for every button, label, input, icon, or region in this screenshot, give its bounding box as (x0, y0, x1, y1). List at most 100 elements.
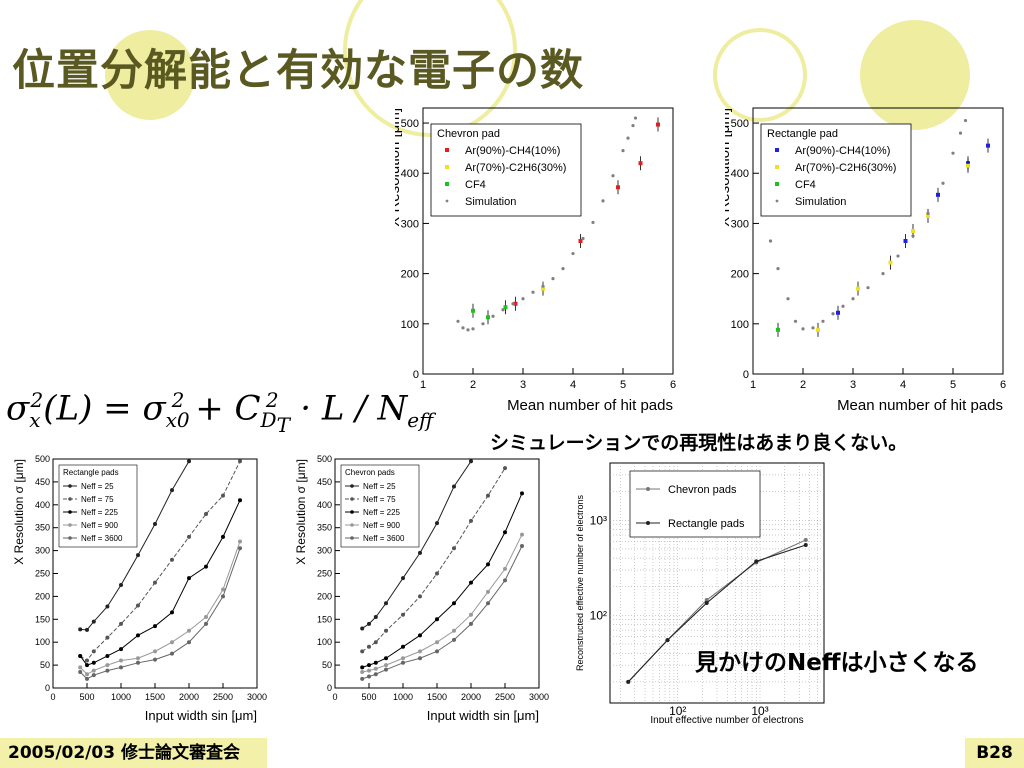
data-point (136, 660, 140, 665)
simulation-point (631, 123, 635, 128)
legend-marker (775, 199, 779, 203)
data-point (221, 594, 225, 599)
x-axis-label: Input width sin [μm] (427, 708, 539, 723)
data-point (373, 660, 378, 665)
y-tick-label: 100 (731, 319, 749, 331)
simulation-point (471, 327, 475, 331)
data-point (986, 143, 990, 148)
simulation-point (511, 302, 515, 306)
legend-marker (775, 165, 779, 169)
data-point (418, 594, 422, 599)
data-point (204, 621, 208, 626)
y-tick-label: 10² (590, 608, 607, 622)
data-point (856, 286, 860, 291)
series-line (79, 548, 241, 680)
data-point (367, 674, 371, 679)
legend-title: Chevron pad (437, 128, 500, 140)
data-point (435, 640, 439, 645)
simulation-point (633, 116, 638, 120)
simulation-point (801, 327, 805, 331)
y-axis-label: X Resolution [μm] (395, 108, 403, 227)
chart-rectangle-pads-width: 0 500 1000 1500 2000 2500 3000 0 50 100 150 200 250 3… (12, 454, 267, 723)
data-point (373, 666, 378, 671)
data-point (926, 213, 930, 218)
simulation-point (941, 181, 945, 185)
data-point (153, 649, 157, 654)
data-point (435, 649, 439, 654)
legend-title: Chevron pads (345, 468, 395, 477)
simulation-point (911, 234, 915, 238)
simulation-point (591, 220, 595, 225)
data-point (367, 644, 371, 649)
legend-entry: Neff = 225 (81, 508, 119, 517)
data-point (85, 658, 89, 663)
data-point (85, 672, 89, 677)
simulation-point (531, 290, 535, 294)
x-tick-label: 2000 (179, 692, 199, 702)
data-point (78, 627, 83, 632)
slide-title: 位置分解能と有効な電子の数 (12, 46, 584, 96)
data-point (367, 663, 371, 668)
data-point (91, 619, 96, 624)
y-axis-label: X Resolution [μm] (725, 108, 733, 227)
data-point (153, 657, 157, 662)
data-point (836, 310, 840, 315)
plot-frame (422, 107, 674, 375)
simulation-point (491, 314, 495, 318)
data-point (503, 530, 507, 535)
x-tick-label: 3000 (529, 692, 549, 702)
y-tick-label: 300 (35, 546, 50, 556)
y-tick-label: 500 (731, 118, 749, 130)
legend-entry: Neff = 3600 (81, 534, 123, 543)
x-axis-label: Input effective number of electrons (650, 715, 803, 723)
chart-chevron-pads-width: 0 500 1000 1500 2000 2500 3000 0 50 100 150 200 250 3… (294, 454, 549, 723)
y-tick-label: 200 (35, 591, 50, 601)
simulation-point (571, 251, 575, 256)
chart-rectangle-pad-resolution: 1 2 3 4 5 6 0 100 200 300 400 500 Mean number of hit… (725, 107, 1006, 414)
data-point (170, 610, 174, 615)
data-point (85, 627, 89, 632)
data-point (360, 626, 365, 631)
simulation-point (841, 304, 845, 308)
data-point (204, 564, 208, 569)
y-tick-label: 0 (45, 683, 50, 693)
data-point (469, 580, 473, 585)
data-point (360, 676, 365, 681)
data-point (360, 665, 365, 670)
y-axis-label: X Resolution σ [μm] (294, 459, 308, 565)
data-point (704, 598, 709, 603)
data-point (486, 601, 490, 606)
data-point (401, 656, 405, 661)
x-tick-label: 3 (520, 379, 526, 391)
data-point (136, 603, 140, 608)
data-point (503, 466, 507, 471)
data-point (401, 644, 405, 649)
plot-frame (752, 107, 1004, 375)
legend-entry: CF4 (465, 179, 486, 191)
footer-date: 2005/02/03 修士論文審査会 (0, 738, 267, 768)
data-point (616, 185, 620, 190)
simulation-point (521, 297, 525, 301)
y-tick-label: 450 (35, 477, 50, 487)
data-point (469, 459, 473, 464)
y-axis-label: Reconstructed effective number of electr… (575, 495, 585, 671)
x-tick-label: 1 (420, 379, 426, 391)
data-point (78, 653, 83, 658)
data-point (903, 239, 908, 243)
data-point (384, 663, 388, 668)
x-tick-label: 0 (332, 692, 337, 702)
data-point (513, 301, 518, 306)
y-tick-label: 450 (317, 477, 332, 487)
resolution-note: シミュレーションでの再現性はあまり良くない。 (490, 432, 908, 454)
legend-marker (350, 536, 354, 540)
legend-marker (350, 510, 354, 514)
data-point (373, 640, 378, 645)
y-tick-label: 250 (317, 569, 332, 579)
x-tick-label: 2500 (213, 692, 233, 702)
data-point (776, 327, 780, 332)
resolution-formula: σx2(L) = σx02 + CDT2 · L / Neff (6, 388, 434, 438)
legend-marker (445, 165, 449, 169)
data-point (401, 612, 405, 617)
